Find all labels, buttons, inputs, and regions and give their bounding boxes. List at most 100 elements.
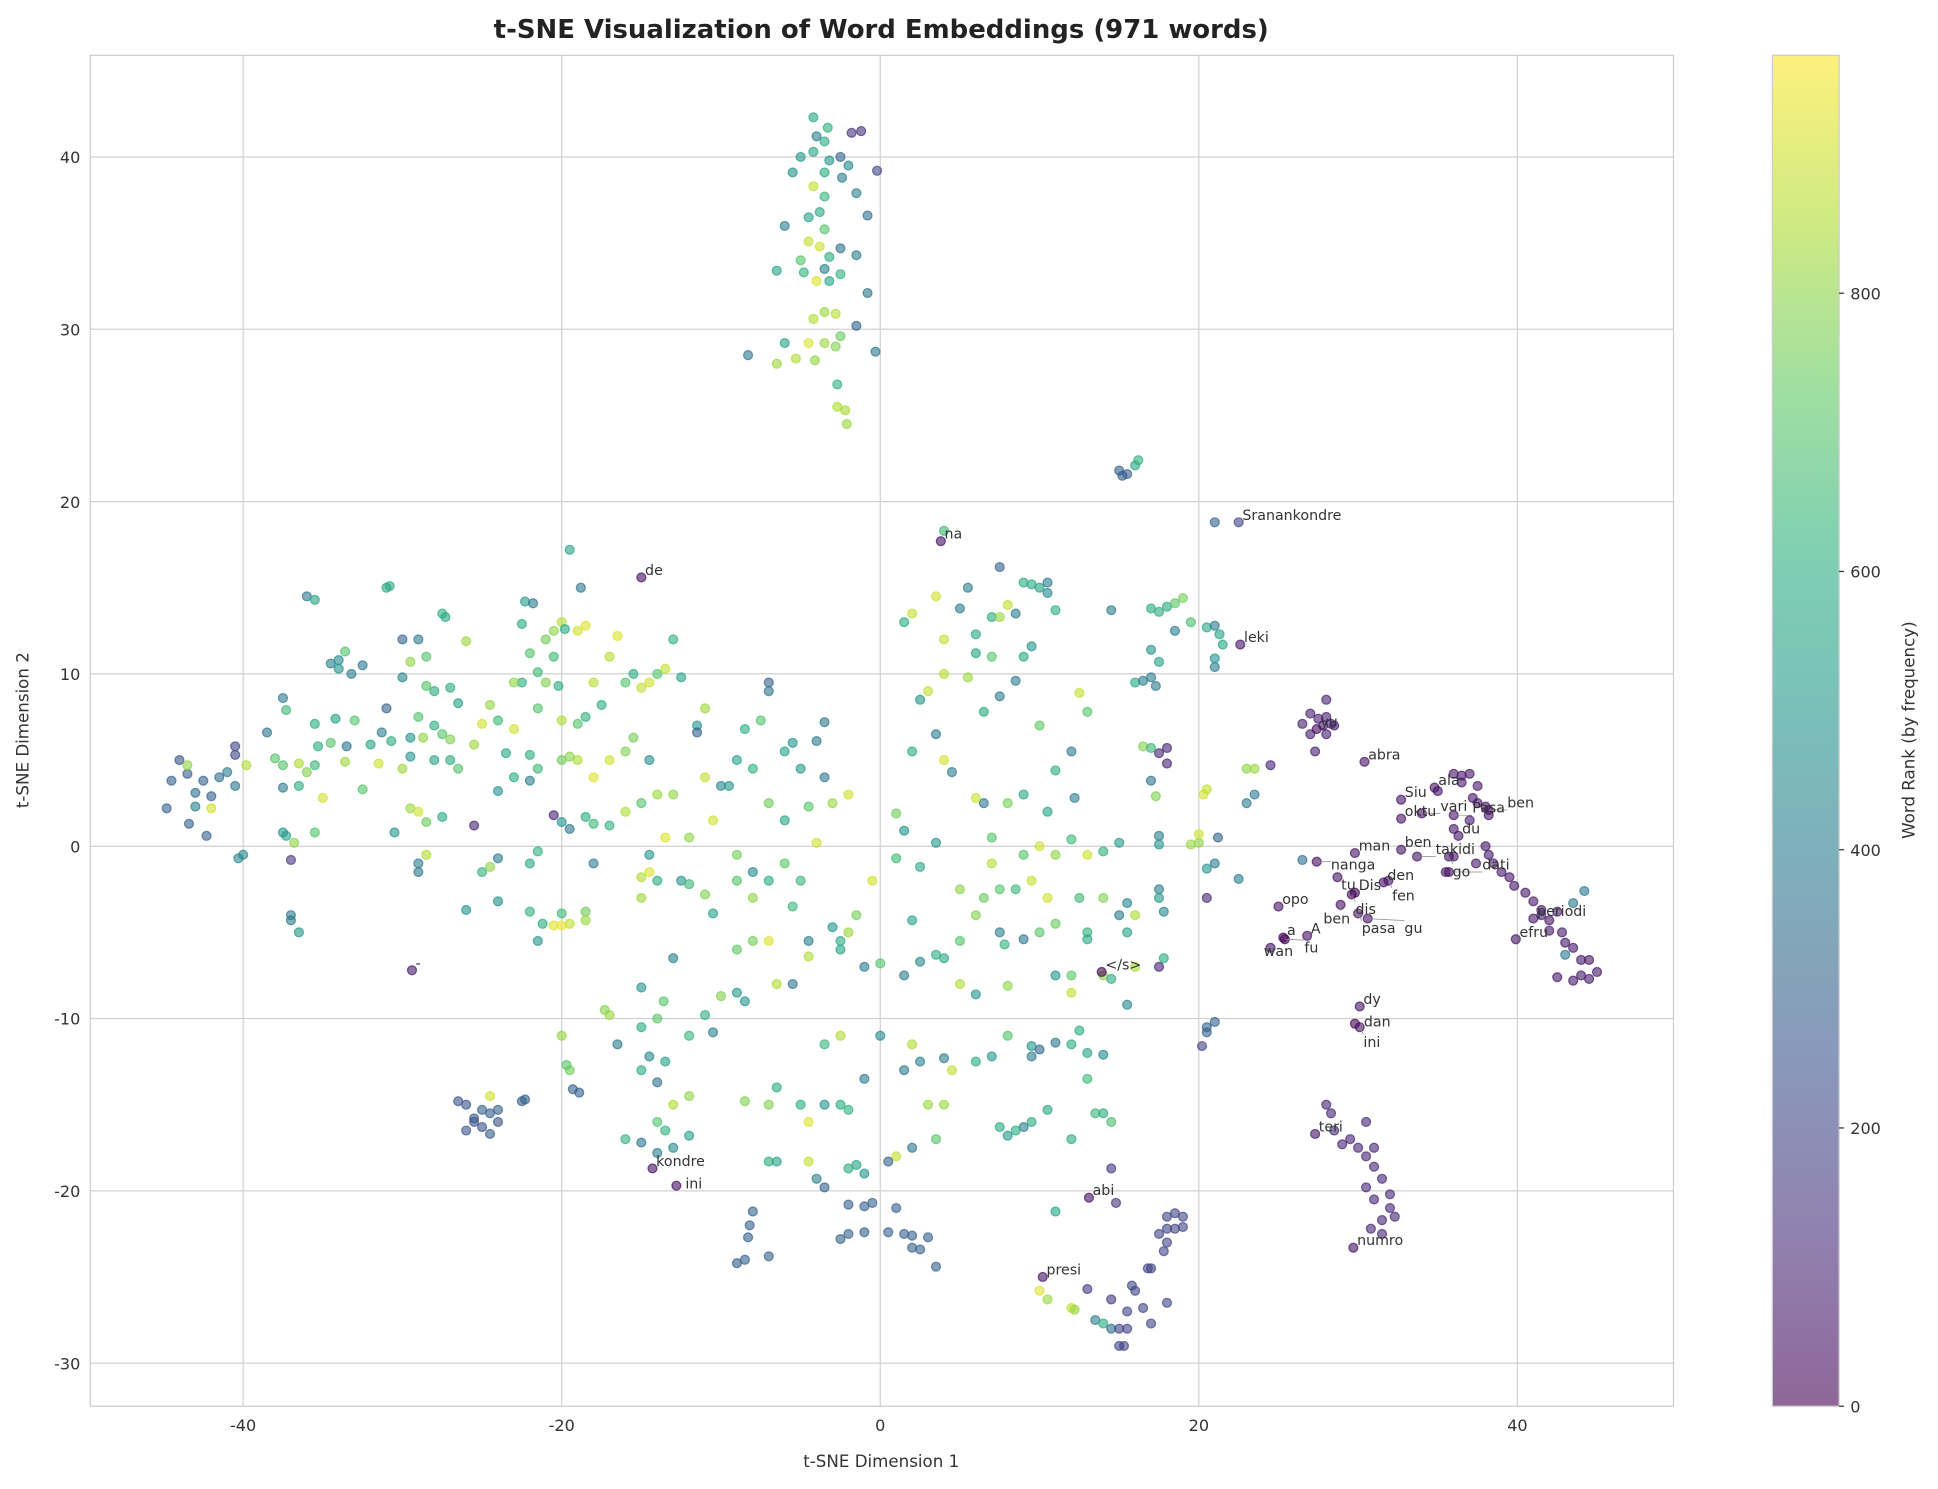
word-point bbox=[1042, 892, 1053, 903]
word-point bbox=[747, 763, 758, 774]
word-point bbox=[384, 580, 395, 592]
word-point bbox=[819, 306, 830, 318]
word-point bbox=[1448, 823, 1459, 835]
word-point bbox=[731, 944, 742, 955]
word-point bbox=[1337, 1139, 1348, 1150]
word-label: nanga bbox=[1331, 858, 1375, 874]
word-point bbox=[723, 780, 735, 791]
word-point bbox=[1321, 1099, 1332, 1110]
word-point bbox=[771, 358, 782, 369]
word-point bbox=[1002, 798, 1013, 809]
word-point bbox=[1114, 837, 1125, 848]
word-point bbox=[922, 1099, 934, 1110]
x-tick-label: 0 bbox=[875, 1416, 885, 1435]
word-point bbox=[986, 651, 997, 662]
word-point bbox=[1010, 608, 1021, 619]
word-point bbox=[808, 112, 819, 123]
word-point bbox=[1161, 1237, 1173, 1248]
word-point bbox=[532, 703, 543, 714]
word-point bbox=[556, 715, 567, 726]
word-point bbox=[795, 875, 806, 886]
word-point bbox=[636, 1137, 647, 1148]
word-point bbox=[859, 961, 870, 972]
word-label: du bbox=[1462, 821, 1480, 837]
word-point bbox=[930, 591, 942, 602]
word-label: yu bbox=[1320, 715, 1337, 731]
word-point bbox=[440, 611, 451, 623]
word-point bbox=[580, 915, 591, 926]
word-point bbox=[994, 611, 1005, 623]
word-point bbox=[867, 1197, 878, 1208]
word-point bbox=[1520, 887, 1531, 898]
word-point bbox=[755, 715, 766, 726]
word-point bbox=[285, 854, 296, 866]
word-point bbox=[930, 1261, 942, 1272]
word-point bbox=[763, 686, 774, 697]
word-point bbox=[1365, 1223, 1376, 1234]
word-point bbox=[628, 668, 639, 679]
word-point bbox=[814, 207, 825, 218]
word-point bbox=[1209, 517, 1220, 528]
word-point bbox=[285, 915, 296, 926]
word-point bbox=[241, 760, 252, 771]
word-point bbox=[891, 1202, 902, 1214]
word-point bbox=[1066, 1134, 1077, 1145]
word-point bbox=[699, 889, 711, 900]
word-label: efru bbox=[1520, 925, 1549, 941]
word-point bbox=[1321, 711, 1332, 723]
word-point bbox=[574, 1087, 585, 1098]
word-point bbox=[954, 978, 965, 990]
word-point bbox=[492, 896, 504, 907]
word-point bbox=[508, 723, 519, 735]
word-point bbox=[1241, 798, 1252, 809]
word-point bbox=[1396, 844, 1407, 855]
word-point bbox=[572, 625, 583, 636]
word-point bbox=[1096, 966, 1107, 978]
word-point bbox=[915, 694, 926, 705]
word-label: kondre bbox=[656, 1154, 705, 1170]
word-point bbox=[429, 754, 440, 766]
word-point bbox=[429, 686, 440, 697]
label-leader-lines bbox=[1284, 809, 1508, 1035]
x-axis-label: t-SNE Dimension 1 bbox=[803, 1452, 959, 1471]
word-point bbox=[779, 337, 790, 349]
word-point bbox=[891, 1151, 902, 1162]
word-point bbox=[620, 677, 631, 688]
word-point bbox=[461, 904, 472, 916]
word-point bbox=[445, 682, 456, 693]
word-point bbox=[1376, 1173, 1388, 1184]
word-point bbox=[779, 858, 790, 869]
colorbar-tick-label: 0 bbox=[1850, 1397, 1860, 1416]
word-point bbox=[1552, 906, 1563, 917]
word-point bbox=[763, 875, 774, 886]
word-point bbox=[835, 944, 846, 955]
word-point bbox=[1082, 706, 1093, 717]
word-point bbox=[289, 837, 300, 848]
word-point bbox=[843, 160, 854, 171]
word-point bbox=[819, 337, 830, 349]
word-point bbox=[787, 978, 798, 990]
word-point bbox=[1026, 641, 1037, 652]
word-point bbox=[636, 682, 647, 693]
word-point bbox=[1556, 927, 1568, 938]
word-point bbox=[233, 853, 244, 864]
word-point bbox=[492, 715, 504, 726]
word-point bbox=[771, 978, 782, 990]
word-point bbox=[1138, 1302, 1149, 1314]
word-point bbox=[787, 901, 798, 912]
word-label: Siu bbox=[1405, 785, 1427, 801]
word-point bbox=[994, 884, 1005, 895]
word-point bbox=[620, 806, 631, 817]
word-point bbox=[707, 815, 719, 826]
word-point bbox=[1509, 880, 1520, 891]
word-point bbox=[891, 853, 902, 864]
word-point bbox=[1153, 748, 1165, 759]
word-point bbox=[684, 1030, 695, 1041]
word-label: den bbox=[1387, 868, 1414, 884]
word-point bbox=[999, 939, 1010, 950]
word-point bbox=[1130, 961, 1141, 972]
word-point bbox=[747, 935, 758, 947]
word-point bbox=[763, 935, 774, 947]
word-point bbox=[819, 772, 830, 783]
word-point bbox=[803, 951, 814, 962]
